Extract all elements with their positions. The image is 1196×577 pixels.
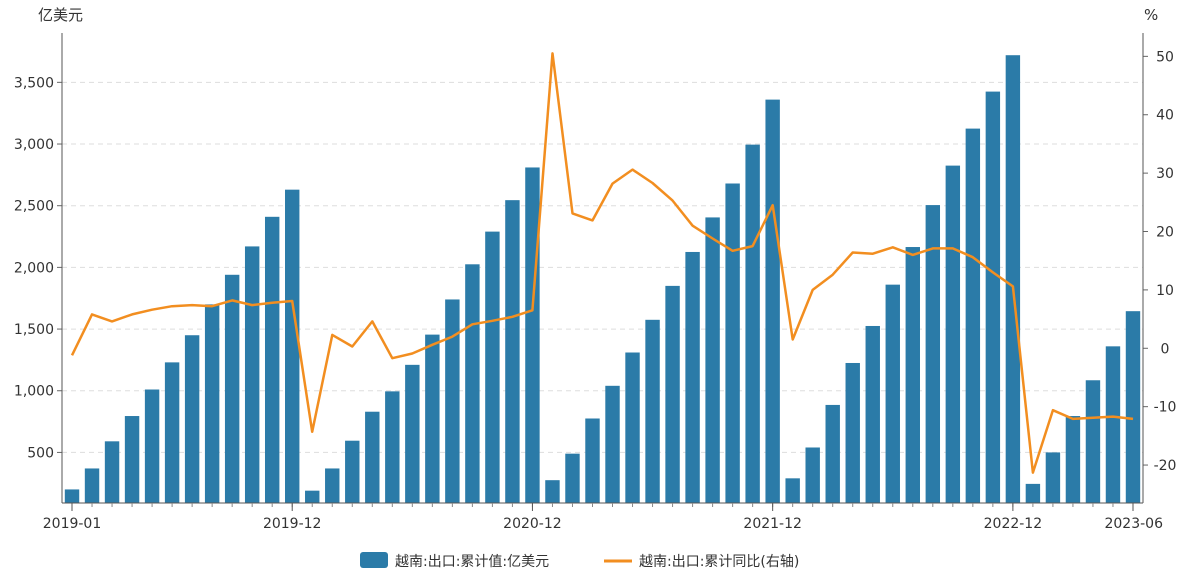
bar-2021-08 [685,251,700,503]
right-axis-tick-label: -10 [1154,400,1177,416]
bar-2022-04 [845,362,860,503]
line-series [70,52,1134,474]
bar-2021-04 [605,385,620,503]
bar-series [64,55,1141,504]
bar-2022-11 [985,91,1001,504]
bar-2023-02 [1045,452,1061,503]
bar-2019-10 [244,246,260,503]
bar-2021-07 [665,285,680,503]
right-axis-tick-label: 20 [1156,225,1174,241]
right-axis-tick-label: 40 [1156,108,1174,124]
bar-2022-08 [925,205,941,503]
right-axis-tick-label: 30 [1156,166,1174,182]
bar-2019-04 [124,416,140,503]
grid-lines [62,81,1143,453]
bar-2021-11 [745,144,760,503]
bar-2021-01 [545,480,560,503]
x-axis-tick-label: 2021-12 [743,516,802,532]
right-axis-tick-label: 0 [1161,341,1170,357]
bar-2022-07 [905,247,920,503]
legend: 越南:出口:累计值:亿美元 越南:出口:累计同比(右轴) [360,552,799,570]
left-axis-tick-label: 3,500 [14,75,54,91]
right-axis-tick-label: 50 [1156,49,1174,65]
bar-2019-07 [184,335,200,503]
legend-swatch-bar [360,552,388,568]
bar-2019-06 [164,362,180,503]
right-axis-tick-label: 10 [1156,283,1174,299]
x-axis-tick-label: 2019-01 [43,516,102,532]
bar-2019-12 [285,189,300,503]
bar-2021-02 [565,453,580,503]
legend-label-bar: 越南:出口:累计值:亿美元 [395,554,549,570]
bar-2020-02 [325,468,340,503]
left-axis-tick-label: 2,000 [14,260,54,276]
right-axis-tick-label: -20 [1154,458,1177,474]
x-axis-tick-label: 2022-12 [984,516,1043,532]
bar-2022-05 [865,325,880,503]
legend-label-line: 越南:出口:累计同比(右轴) [639,554,799,570]
axes: 500 1,000 1,500 2,000 2,500 3,000 3,500 -20 -10 0… [14,33,1177,532]
bar-2019-01 [64,489,80,503]
bar-2019-08 [204,304,220,503]
left-axis-tick-label: 500 [27,445,54,461]
bar-2022-09 [945,165,961,503]
bar-2022-03 [825,404,840,503]
bar-2020-06 [405,364,420,503]
bar-2020-01 [305,490,320,503]
bar-2020-07 [425,334,440,503]
bar-2021-05 [625,352,640,503]
bar-2022-02 [805,447,820,503]
bar-2021-06 [645,319,660,503]
left-axis-unit: 亿美元 [38,6,83,24]
left-axis-tick-label: 3,000 [14,137,54,153]
left-axis-tick-label: 1,000 [14,384,54,400]
bar-2020-08 [445,299,460,503]
bar-2021-12 [765,99,780,504]
bar-2021-09 [705,217,720,503]
bar-2020-09 [465,264,480,503]
bar-2019-09 [224,274,240,503]
bar-2023-04 [1085,380,1101,503]
bar-2023-03 [1065,416,1081,503]
bar-2020-05 [385,391,400,503]
bar-2022-10 [965,128,981,503]
right-axis-unit: % [1144,6,1158,24]
x-axis-tick-label: 2023-06 [1104,516,1163,532]
bar-2020-11 [505,200,520,504]
bar-2022-12 [1005,55,1021,504]
bar-2020-10 [485,231,500,503]
bar-2022-01 [785,478,800,503]
bar-2020-03 [345,440,360,503]
bar-2019-05 [144,389,160,503]
bar-2020-04 [365,411,380,503]
left-axis-tick-label: 1,500 [14,322,54,338]
yoy-line [70,52,1134,474]
bar-2021-03 [585,418,600,503]
left-axis-tick-label: 2,500 [14,199,54,215]
x-axis-tick-label: 2019-12 [263,516,322,532]
bar-2023-06 [1125,311,1141,503]
bar-2020-12 [525,167,540,503]
bar-2019-11 [264,216,280,503]
bar-2019-02 [84,468,100,503]
bar-2023-05 [1105,346,1121,503]
bar-2021-10 [725,183,740,503]
bar-2022-06 [885,284,900,503]
bar-2019-03 [104,441,120,503]
x-axis-tick-label: 2020-12 [503,516,562,532]
bar-2023-01 [1025,483,1041,503]
